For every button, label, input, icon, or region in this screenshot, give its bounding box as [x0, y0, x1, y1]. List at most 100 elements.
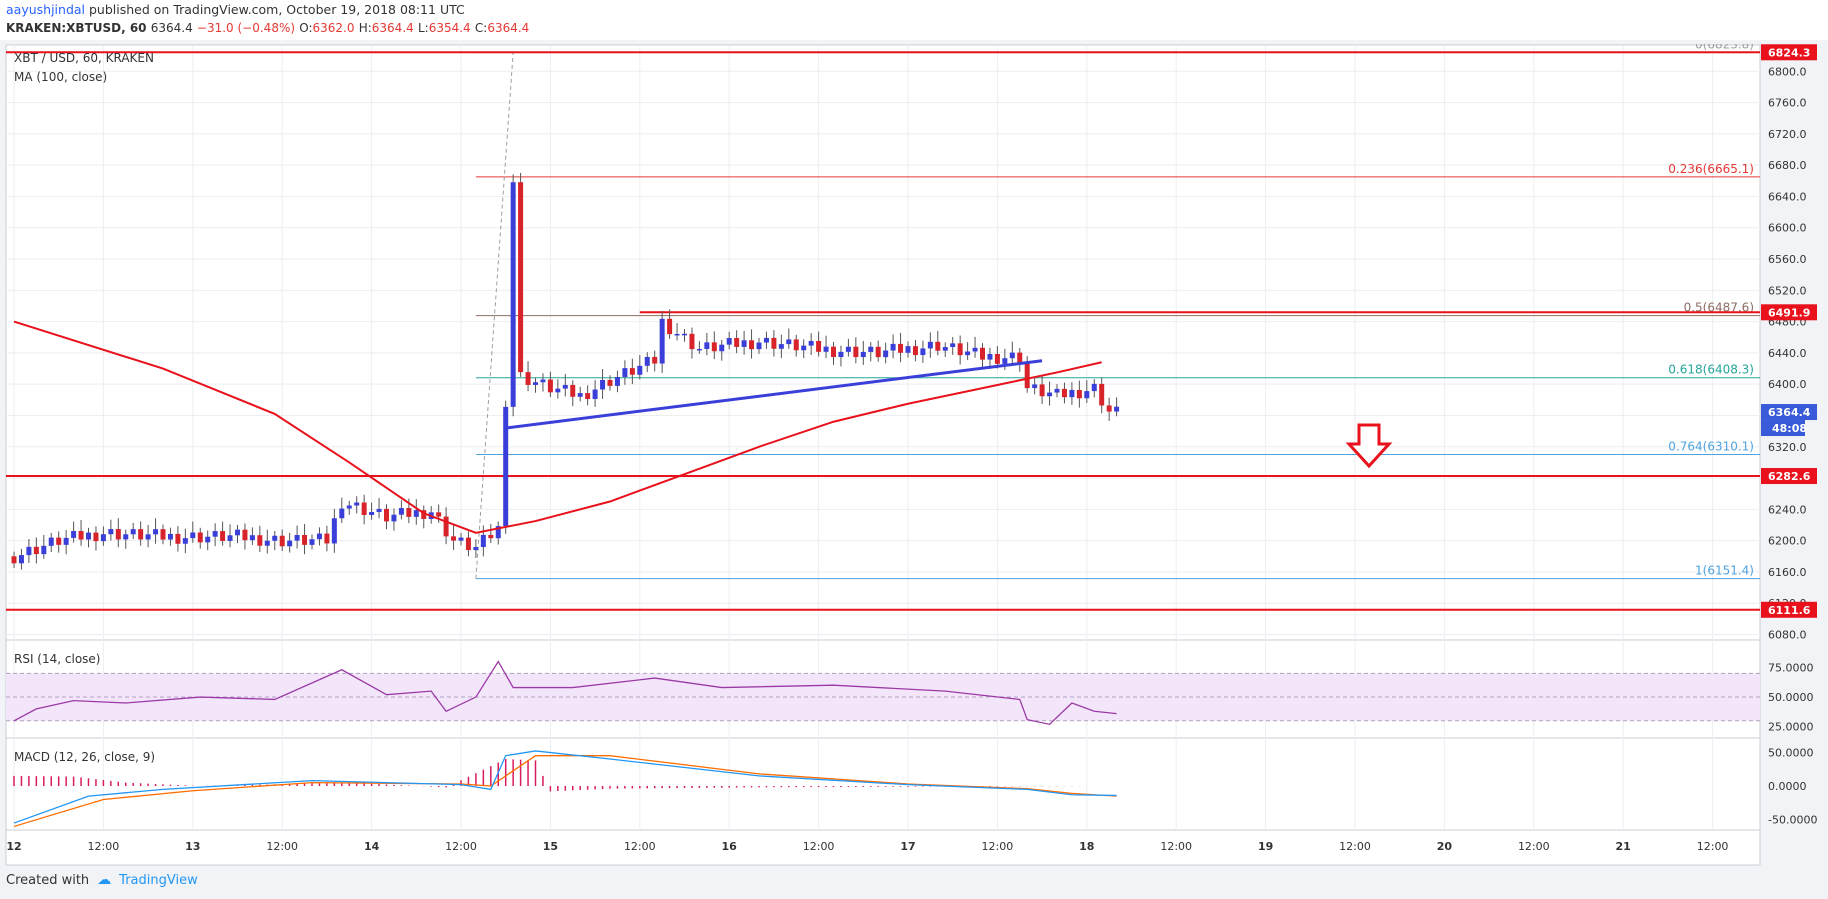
candle-body — [994, 353, 1000, 364]
price-tick-label: 6560.0 — [1768, 253, 1807, 266]
candle-body — [935, 341, 941, 351]
candle-body — [749, 340, 755, 350]
candle-body — [734, 338, 740, 347]
rsi-tick-label: 25.0000 — [1768, 721, 1814, 734]
candle-body — [86, 532, 91, 540]
candle-body — [153, 529, 159, 535]
horizontal-levels — [6, 51, 1760, 611]
candle-body — [190, 532, 196, 539]
time-tick-label: 20 — [1437, 840, 1453, 853]
candle-body — [272, 535, 278, 541]
candle-body — [167, 533, 173, 540]
candle-body — [41, 545, 47, 555]
tradingview-brand[interactable]: TradingView — [119, 872, 198, 888]
fib-label: 0.5(6487.6) — [1684, 301, 1754, 315]
published-text: published on TradingView.com, October 19… — [89, 2, 465, 17]
candle-body — [793, 339, 799, 351]
candle-body — [48, 537, 54, 546]
candle-body — [920, 348, 926, 356]
candle-body — [525, 372, 531, 385]
candle-body — [875, 346, 881, 358]
chart-header: aayushjindal published on TradingView.co… — [0, 0, 1828, 40]
macd-panel: 50.0000 0.0000 -50.0000 — [13, 746, 1817, 828]
fib-label: 0.764(6310.1) — [1668, 440, 1754, 454]
candle-body — [197, 532, 203, 543]
candle-body — [756, 342, 762, 350]
price-tick-label: 6080.0 — [1768, 629, 1807, 642]
candle-body — [294, 534, 300, 541]
candle-body — [249, 535, 255, 541]
candle-body — [1076, 389, 1082, 399]
candle-body — [495, 526, 501, 539]
open-label: O: — [299, 21, 313, 35]
fib-label: 1(6151.4) — [1695, 564, 1754, 578]
candle-body — [912, 346, 918, 356]
support-trendline — [505, 359, 1043, 430]
candle-body — [614, 377, 620, 386]
time-tick-label: 12:00 — [803, 840, 835, 853]
author-link[interactable]: aayushjindal — [6, 2, 86, 17]
candle-body — [555, 388, 561, 393]
candle-body — [533, 382, 538, 385]
price-tag-label: 6111.6 — [1768, 604, 1811, 617]
time-tick-label: 17 — [900, 840, 915, 853]
candle-body — [406, 508, 412, 517]
candle-body — [212, 531, 218, 537]
candle-body — [540, 379, 546, 383]
candle-body — [771, 337, 777, 349]
candle-body — [220, 531, 226, 541]
candle-body — [1032, 384, 1038, 389]
candle-body — [711, 342, 717, 352]
candle-body — [123, 534, 129, 540]
close-value: 6364.4 — [487, 21, 530, 35]
candle-body — [316, 533, 322, 540]
candle-body — [667, 318, 673, 335]
candle-body — [309, 539, 315, 545]
candle-body — [108, 529, 114, 535]
price-tag — [1761, 304, 1817, 321]
chart-canvas[interactable]: 0(6823.8) 0.236(6665.1) 0.5(6487.6) 0.618(6… — [0, 44, 1828, 872]
price-tag-label: 6364.4 — [1768, 406, 1811, 419]
ma-legend: MA (100, close) — [14, 70, 107, 84]
candle-body — [175, 533, 181, 544]
price-tag — [1761, 468, 1817, 485]
macd-tick-label: -50.0000 — [1768, 814, 1817, 827]
low-value: 6354.4 — [428, 21, 471, 35]
candles — [11, 172, 1120, 570]
candle-body — [384, 508, 389, 522]
candle-body — [413, 510, 419, 517]
time-tick-label: 12:00 — [88, 840, 120, 853]
time-tick-label: 19 — [1258, 840, 1273, 853]
candle-body — [585, 393, 591, 400]
candle-body — [242, 529, 248, 541]
quote-line: KRAKEN:XBTUSD, 60 6364.4 −31.0 (−0.48%) … — [6, 21, 529, 35]
candle-body — [682, 333, 687, 336]
candle-body — [1069, 389, 1075, 398]
candle-body — [905, 346, 911, 353]
time-tick-label: 15 — [543, 840, 558, 853]
candle-body — [652, 356, 658, 364]
candle-body — [786, 339, 792, 345]
price-tick-label: 6200.0 — [1768, 535, 1807, 548]
candle-body — [801, 345, 807, 351]
change-text: −31.0 (−0.48%) — [196, 21, 296, 35]
price-tag — [1761, 601, 1817, 618]
time-tick-label: 12:00 — [982, 840, 1014, 853]
candle-body — [376, 508, 382, 512]
candle-body — [115, 529, 121, 540]
candle-body — [1091, 383, 1097, 392]
candle-body — [354, 502, 360, 506]
time-tick-label: 16 — [722, 840, 738, 853]
candle-body — [726, 338, 732, 345]
candle-body — [562, 384, 568, 389]
candle-body — [778, 344, 784, 349]
candle-body — [78, 530, 84, 540]
candle-body — [942, 347, 948, 351]
price-tag-label: 6491.9 — [1768, 306, 1810, 319]
candle-body — [11, 556, 17, 564]
candle-body — [637, 365, 643, 375]
time-tick-label: 12:00 — [1339, 840, 1371, 853]
last-price: 6364.4 — [150, 21, 193, 35]
rsi-panel: 25.0000 50.0000 75.0000 — [6, 660, 1814, 734]
candle-body — [898, 343, 904, 353]
